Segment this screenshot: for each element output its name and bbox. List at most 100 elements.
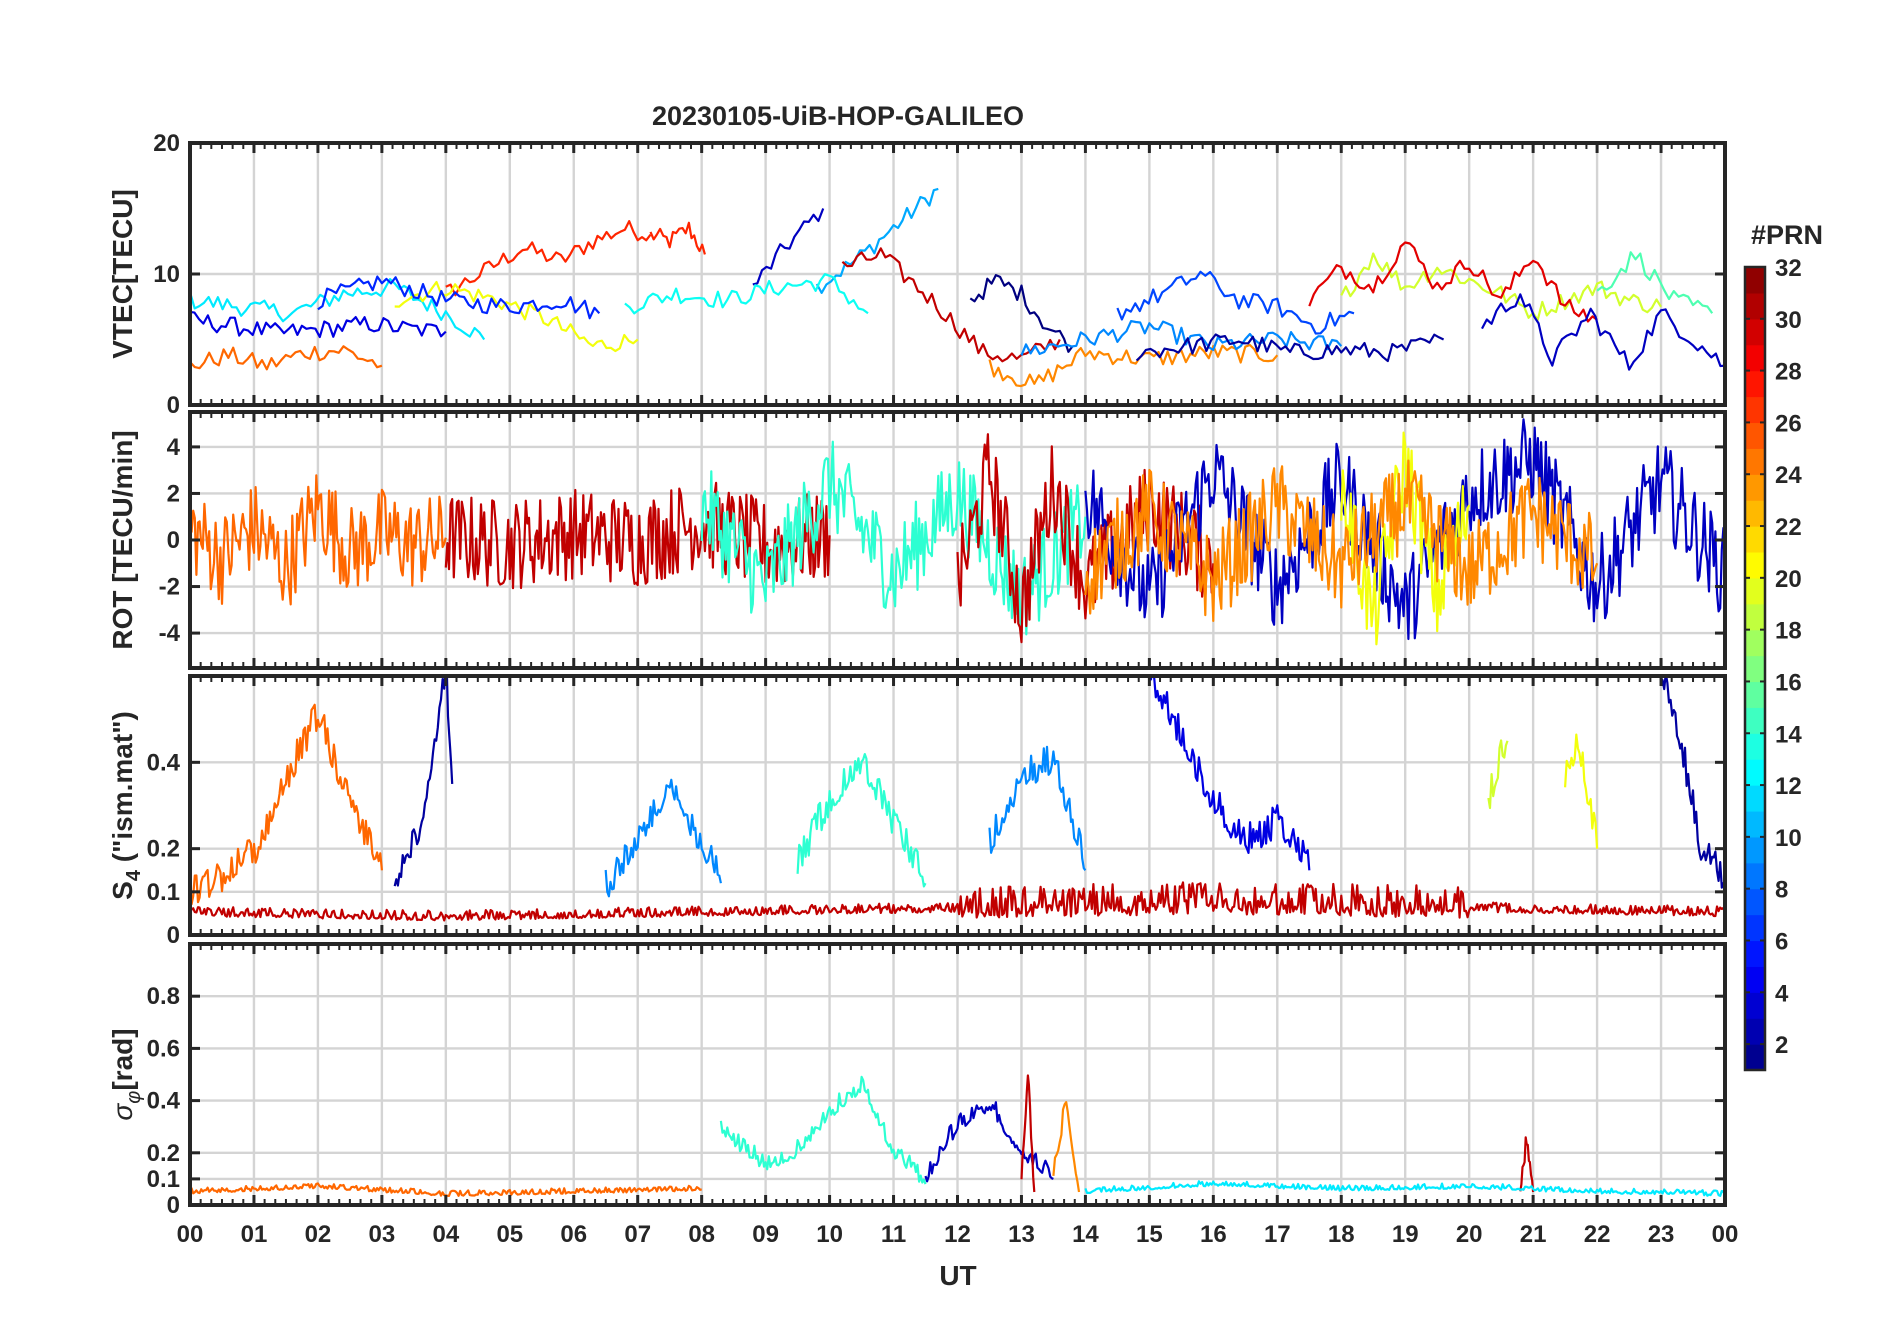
- colorbar-tick-label: 26: [1775, 410, 1802, 437]
- colorbar-segment: [1745, 422, 1765, 449]
- colorbar-label: #PRN: [1751, 220, 1823, 250]
- series-prn-25: [190, 345, 383, 371]
- y-tick-label: 0.1: [147, 1166, 180, 1193]
- x-tick-label: 10: [816, 1221, 843, 1248]
- x-axis: 00 01 02 03 04 05 06 07 08 09 10 11 12 13 14 15 16 17 18 19…: [177, 1221, 1739, 1248]
- colorbar-tick-label: 6: [1775, 928, 1788, 955]
- colorbar-segment: [1745, 551, 1765, 579]
- y-tick-label: 0: [167, 1192, 180, 1219]
- series-prn-27: [649, 221, 706, 255]
- colorbar-segment: [1745, 655, 1765, 683]
- series-prn-9: [1020, 320, 1343, 356]
- colorbar-segment: [1745, 992, 1765, 1019]
- colorbar-tick-label: 14: [1775, 721, 1802, 748]
- panel-vtec: 0 10 20 VTEC[TECU]: [107, 130, 1727, 419]
- series-prn-2: [1135, 333, 1445, 363]
- series-prn-9: [988, 745, 1087, 871]
- x-tick-label: 15: [1136, 1221, 1163, 1248]
- series-prn-12: [1084, 1180, 1725, 1198]
- x-tick-label: 19: [1392, 1221, 1419, 1248]
- y-tick-label: 0.2: [147, 1140, 180, 1167]
- x-tick-label: 05: [496, 1221, 523, 1248]
- y-tick-label: 10: [153, 261, 180, 288]
- series-prn-3: [1084, 418, 1725, 641]
- colorbar-segment: [1745, 1018, 1765, 1045]
- y-tick-label: 4: [167, 434, 181, 461]
- x-tick-label: 09: [752, 1221, 779, 1248]
- x-tick-label: 08: [688, 1221, 715, 1248]
- y-tick-label: 0.6: [147, 1035, 180, 1062]
- colorbar-segment: [1745, 603, 1765, 631]
- series-prn-20: [394, 280, 639, 353]
- colorbar-segment: [1745, 370, 1765, 398]
- y-tick-label: -4: [159, 620, 181, 647]
- series-prn-27: [445, 220, 652, 297]
- y-tick-label: 20: [153, 130, 180, 157]
- series-prn-3: [1481, 293, 1725, 371]
- y-tick-label: 0.4: [147, 1088, 181, 1115]
- colorbar-segment: [1745, 733, 1765, 760]
- y-tick-label: 2: [167, 480, 180, 507]
- colorbar-segment: [1745, 862, 1765, 890]
- y-axis-label: S4 ("ism.mat"): [107, 711, 145, 900]
- colorbar-frame: [1743, 265, 1767, 1072]
- colorbar-segment: [1745, 318, 1765, 346]
- colorbar-segment: [1745, 681, 1765, 708]
- series-prn-20: [1564, 733, 1599, 849]
- colorbar-tick-label: 28: [1775, 359, 1802, 386]
- x-tick-label: 04: [432, 1221, 459, 1248]
- x-tick-label: 06: [560, 1221, 587, 1248]
- series-group: [190, 187, 1725, 388]
- colorbar-segment: [1745, 914, 1765, 942]
- colorbar-tick-label: 10: [1775, 825, 1802, 852]
- series-prn-7: [1116, 270, 1355, 335]
- series-prn-2: [393, 676, 454, 887]
- y-tick-label: 0: [167, 527, 180, 554]
- series-prn-9: [604, 778, 722, 898]
- colorbar-tick-label: 22: [1775, 514, 1802, 541]
- colorbar-tick-label: 20: [1775, 566, 1802, 593]
- series-prn-1: [969, 274, 1074, 353]
- series-prn-13: [624, 273, 869, 315]
- chart-title: 20230105-UiB-HOP-GALILEO: [652, 101, 1024, 131]
- x-tick-label: 18: [1328, 1221, 1355, 1248]
- series-prn-19: [1340, 252, 1662, 322]
- colorbar-tick-label: 4: [1775, 980, 1789, 1007]
- colorbar-tick-label: 2: [1775, 1032, 1788, 1059]
- series-prn-15: [1596, 251, 1714, 314]
- series-prn-30: [190, 881, 1725, 922]
- colorbar-tick-label: 8: [1775, 877, 1788, 904]
- series-prn-10: [815, 187, 939, 294]
- colorbar-segment: [1745, 344, 1765, 372]
- y-tick-label: -2: [159, 574, 180, 601]
- series-prn-24: [1052, 1100, 1081, 1193]
- x-tick-label: 02: [305, 1221, 332, 1248]
- y-tick-label: 0.4: [147, 749, 181, 776]
- series-prn-4: [1149, 676, 1311, 871]
- x-tick-label: 00: [1712, 1221, 1739, 1248]
- y-tick-label: 0.2: [147, 836, 180, 863]
- series-prn-29: [1308, 241, 1598, 323]
- colorbar-segment: [1745, 577, 1765, 605]
- series-prn-19: [1487, 739, 1509, 810]
- colorbar-segment: [1745, 759, 1765, 786]
- colorbar-tick-label: 16: [1775, 669, 1802, 696]
- y-tick-label: 0: [167, 922, 180, 949]
- series-prn-3: [924, 1101, 1054, 1183]
- colorbar-segment: [1745, 267, 1765, 294]
- series-group: [190, 418, 1725, 646]
- x-tick-label: 16: [1200, 1221, 1227, 1248]
- colorbar-segment: [1745, 836, 1765, 864]
- colorbar-segment: [1745, 707, 1765, 734]
- colorbar-segment: [1745, 448, 1765, 475]
- y-tick-label: 0: [167, 392, 180, 419]
- panel-s4: 0 0.1 0.2 0.4S4 ("ism.mat"): [107, 674, 1727, 949]
- series-prn-2: [1660, 676, 1725, 889]
- x-tick-label: 03: [369, 1221, 396, 1248]
- x-tick-label: 12: [944, 1221, 971, 1248]
- series-prn-6: [317, 275, 601, 320]
- series-prn-4: [190, 310, 447, 339]
- series-prn-3: [752, 208, 825, 286]
- colorbar-segment: [1745, 526, 1765, 553]
